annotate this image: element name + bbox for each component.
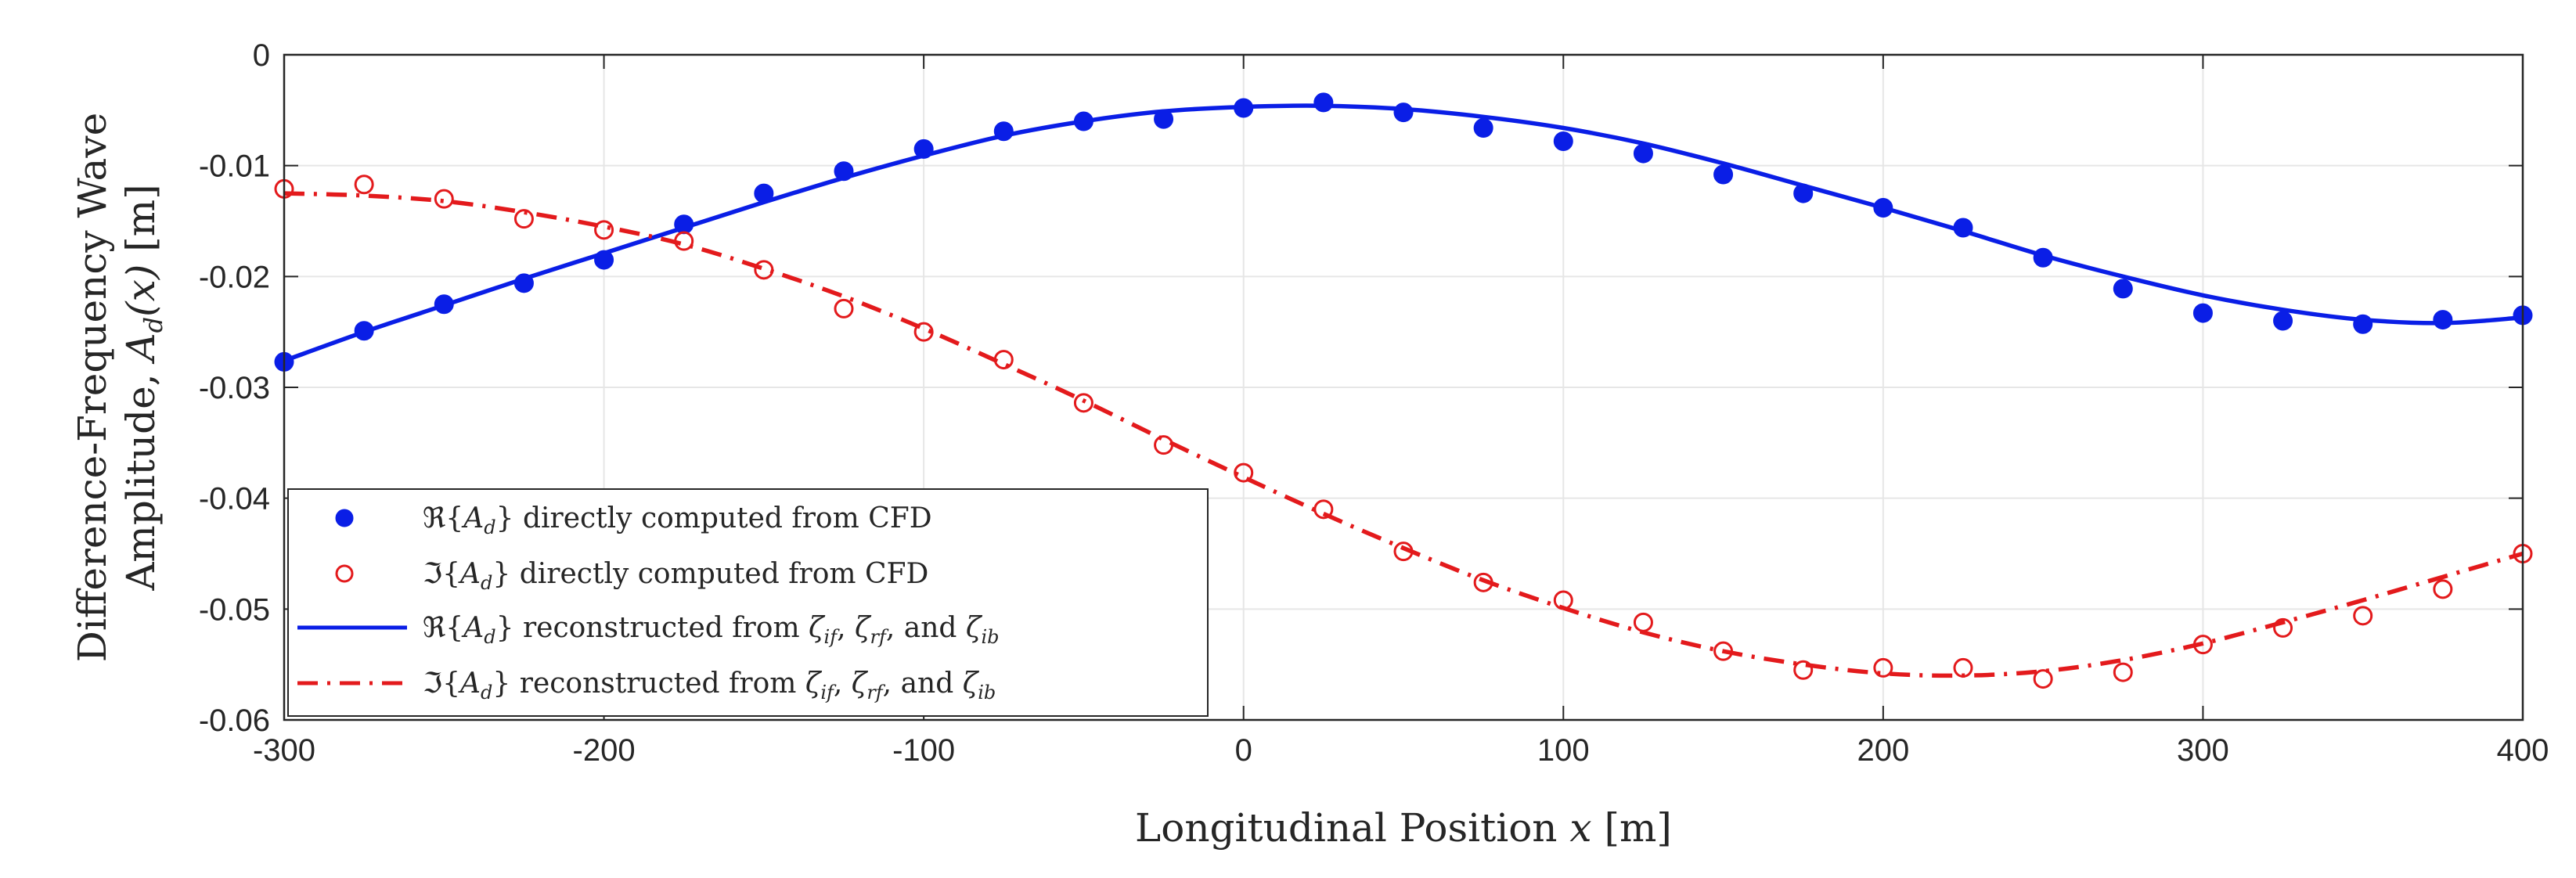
- series-0-point: [434, 294, 454, 315]
- x-axis-title-unit: [m]: [1605, 805, 1672, 851]
- series-1-point: [2113, 662, 2133, 682]
- series-1-point: [754, 260, 774, 280]
- series-1-point: [434, 189, 454, 209]
- series-1-point: [2033, 669, 2053, 689]
- x-tick-label: 200: [1857, 733, 1909, 768]
- series-0-point: [354, 321, 374, 341]
- x-tick-label: 100: [1537, 733, 1590, 768]
- legend-label-real-recon: ℜ{Ad} reconstructed from ζif, ζrf, and ζ…: [423, 612, 999, 648]
- series-0-point: [1473, 118, 1493, 138]
- y-axis-title-main: Amplitude,: [118, 373, 164, 591]
- series-0-point: [1873, 198, 1893, 218]
- legend-marker-real-cfd: [335, 509, 354, 527]
- series-1-point: [2433, 579, 2453, 599]
- series-1-point: [1793, 660, 1814, 680]
- series-1-point: [2273, 617, 2293, 638]
- legend-label-imag-cfd: ℑ{Ad} directly computed from CFD: [423, 558, 928, 594]
- series-1-point: [834, 298, 854, 318]
- series-0-point: [513, 273, 534, 293]
- series-0-point: [1553, 131, 1573, 151]
- legend-label-real-cfd: ℜ{Ad} directly computed from CFD: [423, 502, 932, 538]
- series-0-point: [1393, 103, 1414, 123]
- series-0-point: [1953, 218, 1973, 238]
- series-1-point: [674, 231, 694, 251]
- ticks: -300 -200 -100 0 100 200 300 400 0 -0.01 -0.02 -0.0…: [199, 38, 2549, 768]
- y-tick-label: -0.06: [199, 703, 270, 738]
- y-axis-title-line1: Difference-Frequency Wave: [70, 113, 115, 662]
- x-tick-label: -200: [573, 733, 636, 768]
- series-1-point: [354, 175, 374, 195]
- series-1-point: [1154, 435, 1174, 455]
- series-1-point: [1073, 393, 1093, 413]
- series-1-point: [993, 350, 1014, 370]
- series-1-point: [1553, 590, 1573, 610]
- series-0-point: [2033, 247, 2053, 268]
- series-0-point: [2353, 314, 2373, 334]
- x-tick-label: 400: [2497, 733, 2549, 768]
- legend-box: [287, 488, 1209, 717]
- series-1-point: [1393, 542, 1414, 562]
- y-axis-title-unit: [m]: [118, 184, 164, 251]
- series-0-point: [913, 139, 934, 159]
- series-1-point: [1473, 572, 1493, 592]
- series-0-point: [834, 161, 854, 182]
- y-axis-title-sym: A: [118, 333, 164, 364]
- series-0-point: [2113, 279, 2133, 299]
- series-1-point: [913, 322, 934, 342]
- x-axis-title: Longitudinal Position x [m]: [1135, 805, 1672, 851]
- series-0-point: [2273, 311, 2293, 331]
- y-tick-label: -0.04: [199, 482, 270, 516]
- series-0-point: [993, 121, 1014, 142]
- series-1-point: [1873, 657, 1893, 678]
- legend: ℜ{Ad} directly computed from CFD ℑ{Ad} d…: [287, 488, 1209, 717]
- y-tick-label: -0.01: [199, 149, 270, 184]
- y-axis-title-line2: Amplitude, Ad(x) [m]: [118, 184, 168, 591]
- series-0-point: [594, 250, 614, 270]
- y-axis-title-arg: (x): [118, 264, 164, 317]
- legend-marker-imag-cfd: [335, 564, 354, 583]
- series-0-point: [674, 214, 694, 235]
- series-1-point: [594, 220, 614, 240]
- y-tick-label: -0.05: [199, 592, 270, 627]
- series-1-point: [2353, 606, 2373, 626]
- y-tick-label: -0.03: [199, 371, 270, 405]
- series-1-point: [1953, 657, 1973, 678]
- series-0-point: [1713, 164, 1734, 185]
- x-tick-label: 300: [2177, 733, 2229, 768]
- y-tick-label: -0.02: [199, 260, 270, 294]
- series-0-point: [2433, 310, 2453, 330]
- series-1-point: [2192, 635, 2213, 655]
- series-1-point: [1633, 612, 1653, 632]
- x-tick-label: -300: [253, 733, 315, 768]
- legend-label-imag-recon: ℑ{Ad} reconstructed from ζif, ζrf, and ζ…: [423, 667, 996, 703]
- series-0-point: [1313, 92, 1334, 113]
- y-axis-title-sub: d: [139, 317, 168, 333]
- series-1-point: [1313, 499, 1334, 520]
- y-axis-title: Difference-Frequency Wave Amplitude, Ad(…: [70, 113, 168, 662]
- series-0-point: [1793, 183, 1814, 203]
- series-1-point: [1234, 462, 1254, 483]
- x-axis-title-var: x: [1569, 805, 1591, 851]
- series-0-point: [1073, 111, 1093, 131]
- series-0-point: [1154, 109, 1174, 129]
- x-axis-title-main: Longitudinal Position: [1135, 805, 1557, 851]
- series-line-3: [283, 191, 2524, 678]
- x-tick-label: 0: [1235, 733, 1252, 768]
- series-0-point: [1633, 143, 1653, 164]
- series-0-point: [754, 183, 774, 203]
- series-1-point: [513, 209, 534, 229]
- x-tick-label: -100: [892, 733, 955, 768]
- series-0-point: [2192, 303, 2213, 323]
- y-tick-label: 0: [253, 38, 270, 73]
- series-0-point: [1234, 98, 1254, 118]
- series-1-point: [1713, 641, 1734, 661]
